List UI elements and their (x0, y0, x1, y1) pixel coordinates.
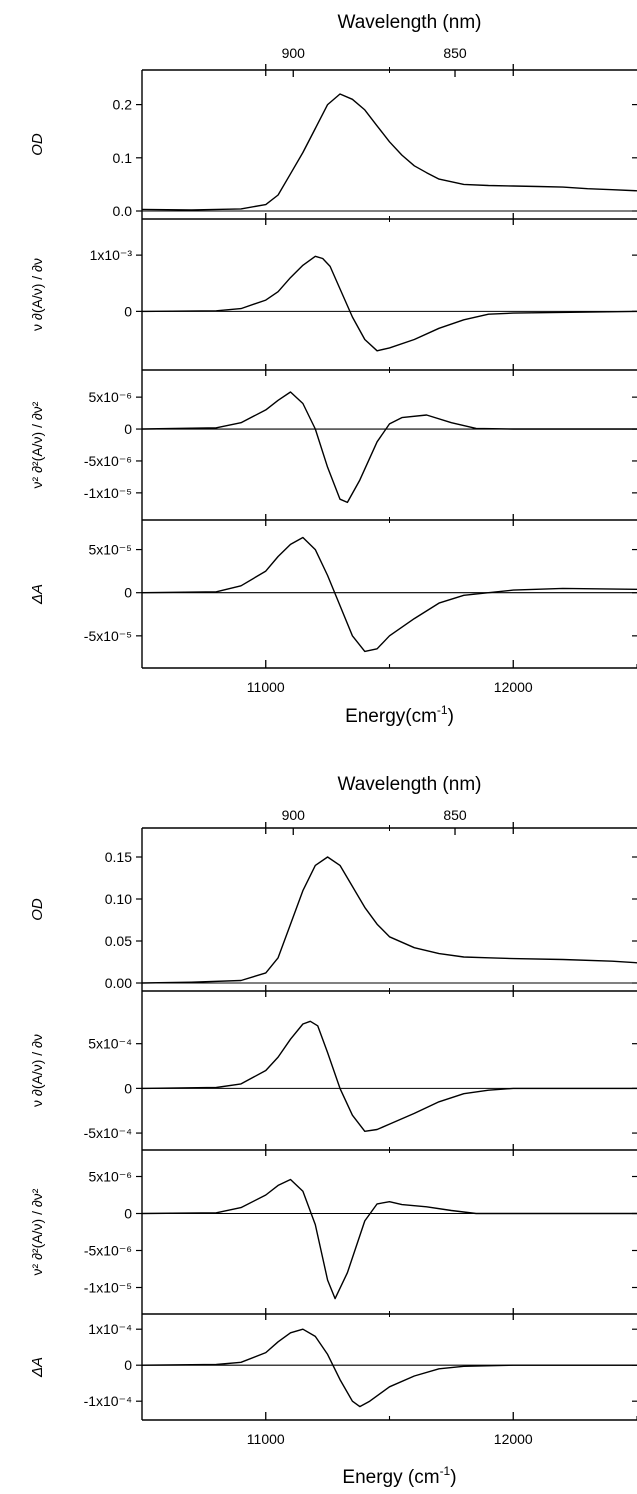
y-tick-label: 0.2 (113, 97, 133, 113)
y-tick-label: -5x10⁻⁶ (84, 453, 132, 469)
y-tick-label: -5x10⁻⁵ (84, 628, 132, 644)
series-line (141, 1178, 637, 1300)
top-axis-title: Wavelength (nm) (338, 12, 482, 33)
y-tick-label: 0.10 (105, 891, 132, 907)
top-tick-label: 850 (443, 45, 467, 61)
y-axis-label: ΔA (29, 584, 46, 605)
y-tick-label: 0 (124, 303, 132, 319)
series-line (141, 1020, 637, 1132)
y-tick-label: -5x10⁻⁶ (84, 1243, 132, 1259)
y-tick-label: 0 (124, 1357, 132, 1373)
y-tick-label: 0.05 (105, 933, 132, 949)
y-tick-label: 0.15 (105, 849, 132, 865)
y-tick-label: 0.1 (113, 150, 133, 166)
y-axis-label: OD (29, 898, 46, 921)
panel: 0.0 0.1 0.2 OD (29, 64, 637, 219)
y-tick-label: 0 (124, 1080, 132, 1096)
series-line (141, 255, 637, 352)
y-tick-label: -1x10⁻⁵ (84, 1280, 132, 1296)
y-tick-label: -1x10⁻⁴ (84, 1393, 132, 1409)
x-title-end: ) (450, 1467, 456, 1488)
y-tick-label: -5x10⁻⁴ (84, 1125, 132, 1141)
y-tick-label: 5x10⁻⁶ (88, 389, 132, 405)
x-title-sup: -1 (440, 1464, 451, 1478)
panel: 1x10⁻³ 0 ν ∂(A/ν) / ∂ν (29, 213, 637, 370)
series-line (141, 536, 637, 653)
x-axis-title: Energy(cm-1) (345, 703, 454, 727)
y-tick-label: 1x10⁻⁴ (88, 1321, 132, 1337)
chart-top: Wavelength (nm) 900 850 11000 12000 Energy(cm… (29, 12, 637, 727)
y-tick-label: 5x10⁻⁶ (88, 1169, 132, 1185)
y-axis-label: ν ∂(A/ν) / ∂ν (29, 258, 45, 331)
y-axis-label: ν² ∂²(A/ν) / ∂ν² (29, 1188, 45, 1275)
series-line (141, 93, 637, 211)
x-tick-label: 12000 (494, 1431, 533, 1447)
y-tick-label: -1x10⁻⁵ (84, 485, 132, 501)
series-line (141, 391, 637, 504)
series-line (141, 856, 637, 984)
y-tick-label: 5x10⁻⁴ (88, 1036, 132, 1052)
top-tick-label: 850 (443, 807, 467, 823)
x-title-end: ) (448, 706, 454, 727)
y-tick-label: 0.0 (113, 203, 133, 219)
y-tick-label: 0 (124, 585, 132, 601)
panel: 1x10⁻⁴ 0 -1x10⁻⁴ ΔA (29, 1308, 637, 1421)
panel: 5x10⁻⁶ 0 -5x10⁻⁶ -1x10⁻⁵ ν² ∂²(A/ν) / ∂ν² (29, 364, 637, 520)
x-tick-label: 12000 (494, 679, 533, 695)
y-tick-label: 5x10⁻⁵ (88, 542, 132, 558)
y-tick-label: 0.00 (105, 975, 132, 991)
panel: 5x10⁻⁵ 0 -5x10⁻⁵ ΔA (29, 514, 637, 669)
panel: 5x10⁻⁴ 0 -5x10⁻⁴ ν ∂(A/ν) / ∂ν (29, 985, 637, 1150)
x-tick-label: 11000 (247, 1431, 285, 1447)
x-title-sup: -1 (437, 703, 448, 717)
y-tick-label: 0 (124, 421, 132, 437)
y-axis-label: ΔA (29, 1357, 46, 1378)
x-title-text: Energy(cm (345, 706, 437, 727)
top-axis-title: Wavelength (nm) (338, 774, 482, 795)
x-axis-title: Energy (cm-1) (342, 1464, 456, 1488)
top-tick-label: 900 (282, 45, 306, 61)
x-title-text: Energy (cm (342, 1467, 439, 1488)
series-line (141, 1328, 637, 1408)
top-tick-label: 900 (282, 807, 306, 823)
panel: 0.00 0.05 0.10 0.15 OD (29, 822, 637, 991)
y-axis-label: OD (29, 133, 46, 156)
x-tick-label: 11000 (247, 679, 285, 695)
y-tick-label: 1x10⁻³ (90, 247, 133, 263)
panel: 5x10⁻⁶ 0 -5x10⁻⁶ -1x10⁻⁵ ν² ∂²(A/ν) / ∂ν² (29, 1144, 637, 1314)
y-axis-label: ν² ∂²(A/ν) / ∂ν² (29, 401, 45, 488)
chart-bottom: Wavelength (nm) 900 850 11000 12000 Energy (c… (29, 774, 637, 1488)
y-tick-label: 0 (124, 1206, 132, 1222)
y-axis-label: ν ∂(A/ν) / ∂ν (29, 1034, 45, 1107)
